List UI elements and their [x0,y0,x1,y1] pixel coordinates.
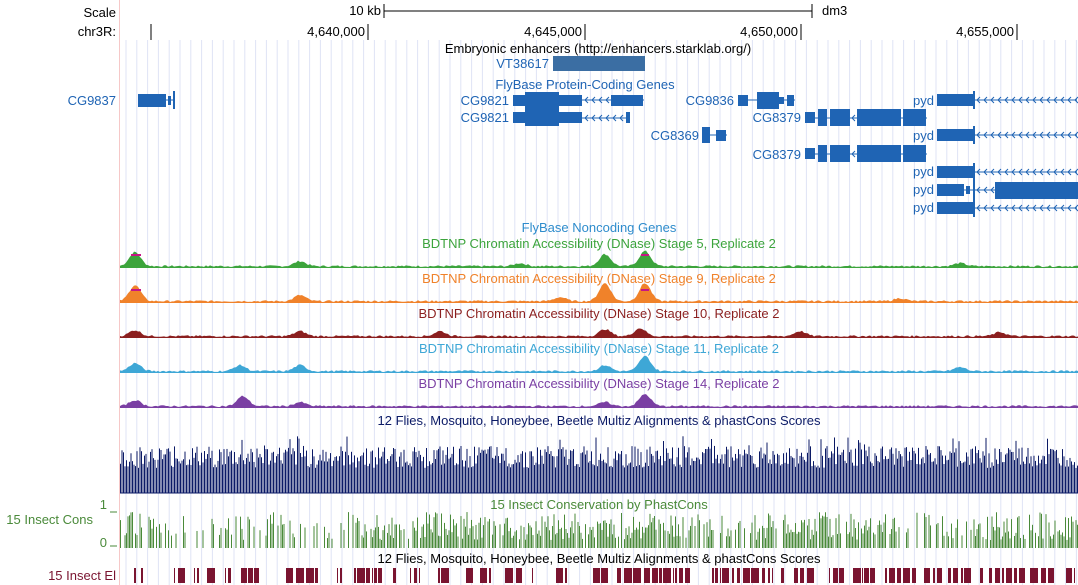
track-title-dnase-stage9: BDTNP Chromatin Accessibility (DNase) St… [422,271,776,286]
dnase-signal [120,250,1078,268]
dnase-signal [120,394,1078,408]
track-title-dnase-stage5: BDTNP Chromatin Accessibility (DNase) St… [422,236,776,251]
el-side-label: 15 Insect El [48,568,116,583]
gene-label[interactable]: CG8379 [753,110,801,125]
track-title-dnase-stage14: BDTNP Chromatin Accessibility (DNase) St… [418,376,779,391]
gene-models[interactable] [138,91,1078,217]
track-title-cons: 15 Insect Conservation by PhastCons [490,497,708,512]
track-title-enhancers: Embryonic enhancers (http://enhancers.st… [445,41,751,56]
gene-label[interactable]: CG9836 [686,93,734,108]
cons-side-label: 15 Insect Cons [6,512,93,527]
enhancer-feature[interactable] [553,56,645,71]
dnase-signal [120,355,1078,373]
gene-label[interactable]: pyd [913,93,934,108]
track-title-dnase-stage11: BDTNP Chromatin Accessibility (DNase) St… [419,341,779,356]
ruler-chrom-label: chr3R: [78,24,116,39]
gene-label[interactable]: CG9821 [461,93,509,108]
dnase-signal [120,328,1078,338]
gene-label[interactable]: pyd [913,182,934,197]
gene-labels: CG9837 CG9821 CG9821 CG9836 CG8369 CG837… [68,93,934,215]
dnase-signal [120,283,1078,303]
gene-label[interactable]: pyd [913,128,934,143]
track-title-el: 12 Flies, Mosquito, Honeybee, Beetle Mul… [378,551,821,566]
cons-ymax: 1 [100,497,107,512]
track-title-noncoding: FlyBase Noncoding Genes [522,220,677,235]
scale-bar-label: 10 kb [349,3,381,18]
gene-label[interactable]: pyd [913,200,934,215]
multiz-track[interactable] [120,436,1078,494]
gene-label[interactable]: CG8369 [651,128,699,143]
ruler-tick-label: 4,650,000 [740,24,798,39]
enhancer-label[interactable]: VT38617 [496,56,549,71]
cons-ymin: 0 [100,535,107,550]
assembly-label: dm3 [822,3,847,18]
el-track[interactable] [134,568,1075,583]
gene-label[interactable]: CG8379 [753,147,801,162]
track-title-genes: FlyBase Protein-Coding Genes [495,77,675,92]
track-title-dnase-stage10: BDTNP Chromatin Accessibility (DNase) St… [418,306,779,321]
track-title-multiz: 12 Flies, Mosquito, Honeybee, Beetle Mul… [378,413,821,428]
ruler: 4,640,000 4,645,000 4,650,000 4,655,000 [150,24,1018,40]
ruler-tick-label: 4,645,000 [524,24,582,39]
gene-label[interactable]: CG9837 [68,93,116,108]
gene-label[interactable]: pyd [913,164,934,179]
scale-bar [383,4,813,18]
scale-label: Scale [83,5,116,20]
dnase-tracks[interactable] [120,250,1078,408]
ruler-tick-label: 4,655,000 [956,24,1014,39]
cons-track[interactable] [120,512,1078,548]
strand-arrows [584,96,1078,212]
gene-label[interactable]: CG9821 [461,110,509,125]
ruler-tick-label: 4,640,000 [307,24,365,39]
guide-lines [125,40,1077,585]
